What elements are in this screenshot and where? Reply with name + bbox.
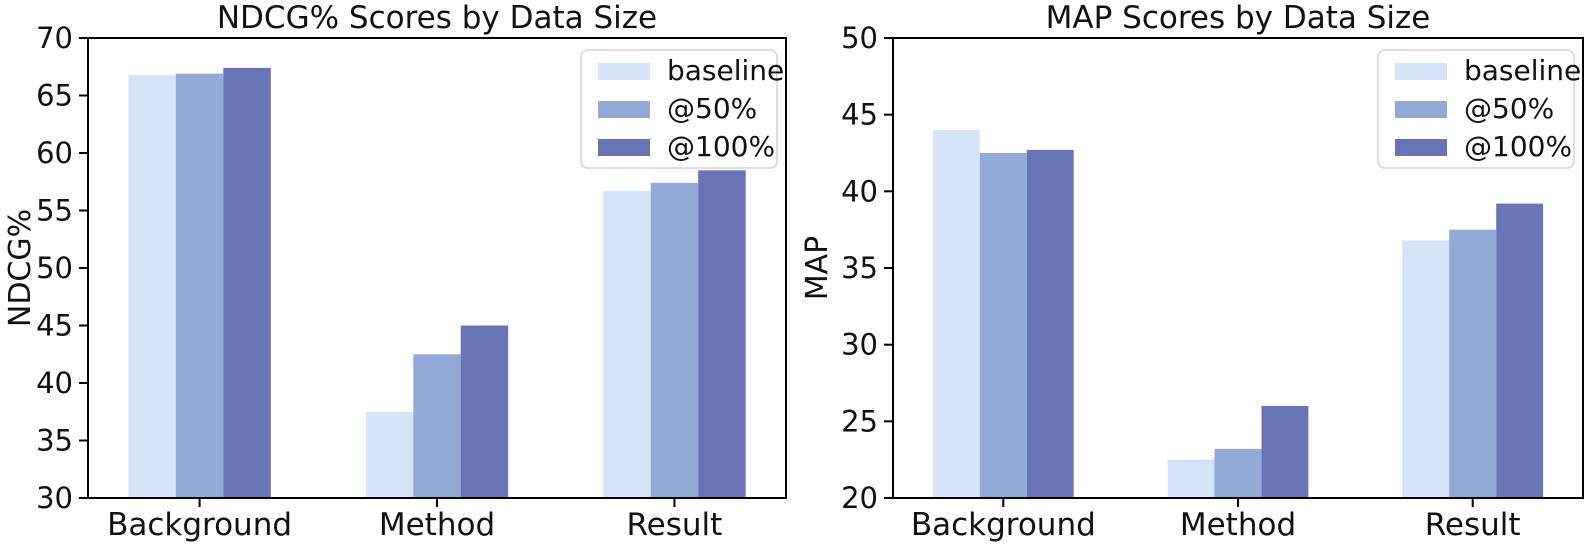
bar-baseline-background	[932, 130, 980, 498]
bar-100-result	[1496, 203, 1544, 498]
y-tick-label: 35	[36, 424, 73, 458]
bar-50-result	[650, 182, 699, 498]
bar-50-background	[175, 73, 224, 498]
bar-50-result	[1449, 229, 1497, 498]
bar-baseline-result	[603, 190, 651, 498]
y-tick-label: 40	[36, 366, 73, 400]
legend-label-50: @50%	[667, 92, 757, 125]
y-tick-label: 25	[841, 404, 878, 438]
bar-50-background	[979, 153, 1027, 498]
bar-baseline-background	[128, 74, 176, 499]
bar-100-background	[223, 67, 271, 499]
bar-100-background	[1026, 149, 1074, 498]
y-tick-label: 30	[36, 481, 73, 515]
legend-label-50: @50%	[1464, 92, 1554, 125]
chart-title: MAP Scores by Data Size	[1046, 0, 1431, 36]
map-chart-slot: 20 25 30 35 40 45 50 Background Method Result MAP …	[797, 0, 1594, 548]
chart-title: NDCG% Scores by Data Size	[217, 0, 657, 36]
map-bar-chart: 20 25 30 35 40 45 50 Background Method Result MAP …	[800, 0, 1584, 543]
bar-100-method	[460, 325, 509, 498]
legend-label-100: @100%	[1464, 130, 1572, 163]
y-tick-label: 60	[36, 136, 73, 170]
plot-border	[87, 37, 787, 499]
legend-swatch-100	[598, 139, 650, 156]
x-tick-label-result: Result	[1425, 507, 1521, 543]
y-tick-label: 45	[36, 309, 73, 343]
x-tick-label-background: Background	[107, 507, 292, 543]
y-tick-label: 45	[841, 98, 878, 132]
legend-swatch-baseline	[598, 63, 650, 80]
x-tick-label-background: Background	[911, 507, 1096, 543]
legend-label-baseline: baseline	[667, 54, 784, 87]
x-tick-label-result: Result	[627, 507, 723, 543]
bar-baseline-method	[1167, 459, 1215, 498]
bar-50-method	[413, 354, 461, 499]
x-tick-label-method: Method	[1180, 507, 1296, 543]
x-tick-label-method: Method	[379, 507, 495, 543]
legend-swatch-100	[1395, 139, 1447, 156]
legend-swatch-50	[598, 101, 650, 118]
ndcg-bar-chart: 30 35 40 45 50 55 60 65 70 Background Method Result…	[3, 0, 787, 543]
legend-swatch-50	[1395, 101, 1447, 118]
plot-border	[892, 37, 1584, 499]
y-tick-label: 50	[841, 21, 878, 55]
bar-50-method	[1214, 448, 1262, 498]
legend-swatch-baseline	[1395, 63, 1447, 80]
bar-100-result	[698, 170, 746, 499]
y-tick-label: 50	[36, 251, 73, 285]
y-tick-label: 55	[36, 194, 73, 228]
y-tick-label: 65	[36, 79, 73, 113]
y-axis-label: MAP	[800, 236, 835, 301]
y-tick-label: 20	[841, 481, 878, 515]
y-tick-label: 35	[841, 251, 878, 285]
bar-baseline-result	[1402, 240, 1450, 498]
legend-label-100: @100%	[667, 130, 775, 163]
y-axis-label: NDCG%	[3, 209, 38, 327]
bar-100-method	[1261, 406, 1309, 498]
y-tick-label: 70	[36, 21, 73, 55]
y-tick-label: 30	[841, 328, 878, 362]
bar-baseline-method	[365, 411, 414, 499]
y-tick-label: 40	[841, 174, 878, 208]
legend-label-baseline: baseline	[1464, 54, 1581, 87]
ndcg-chart-slot: 30 35 40 45 50 55 60 65 70 Background Method Result…	[0, 0, 797, 548]
